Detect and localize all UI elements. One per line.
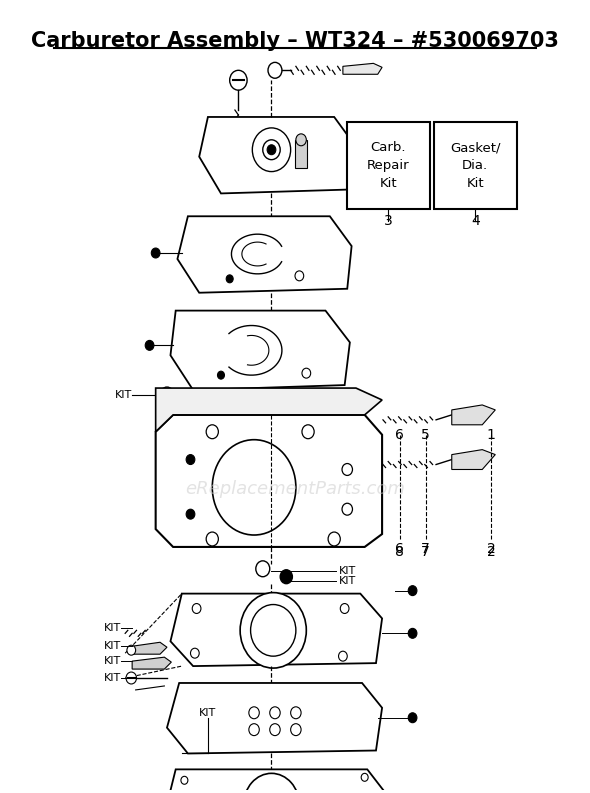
Circle shape <box>126 672 136 684</box>
Polygon shape <box>199 117 356 193</box>
Text: 3: 3 <box>384 214 392 228</box>
Polygon shape <box>171 311 350 390</box>
Circle shape <box>302 368 311 378</box>
Text: 4: 4 <box>471 214 480 228</box>
Circle shape <box>160 387 174 403</box>
Text: KIT: KIT <box>104 673 121 683</box>
Circle shape <box>268 63 282 79</box>
Text: Carb.
Repair
Kit: Carb. Repair Kit <box>367 141 409 190</box>
Circle shape <box>151 248 160 258</box>
Circle shape <box>270 724 280 736</box>
Circle shape <box>206 425 218 439</box>
Circle shape <box>291 724 301 736</box>
Text: 2: 2 <box>487 542 496 556</box>
Circle shape <box>340 603 349 614</box>
Circle shape <box>145 340 154 351</box>
Circle shape <box>240 592 306 668</box>
Circle shape <box>253 128 291 171</box>
Circle shape <box>212 439 296 535</box>
Text: Carburetor Assembly – WT324 – #530069703: Carburetor Assembly – WT324 – #530069703 <box>31 31 559 51</box>
Circle shape <box>267 145 276 155</box>
Text: KIT: KIT <box>104 656 121 666</box>
Circle shape <box>181 776 188 784</box>
Circle shape <box>408 713 417 722</box>
Text: Gasket/
Dia.
Kit: Gasket/ Dia. Kit <box>450 141 500 190</box>
Text: 7: 7 <box>421 542 430 556</box>
Circle shape <box>295 271 304 281</box>
Text: 6: 6 <box>395 542 404 556</box>
Circle shape <box>186 509 195 519</box>
Circle shape <box>191 648 199 658</box>
Text: KIT: KIT <box>104 623 121 634</box>
Bar <box>348 122 430 209</box>
Circle shape <box>328 532 340 546</box>
Ellipse shape <box>162 469 184 506</box>
Circle shape <box>206 532 218 546</box>
Circle shape <box>251 604 296 656</box>
Text: eReplacementParts.com: eReplacementParts.com <box>185 481 405 498</box>
Text: 6: 6 <box>395 427 404 442</box>
Circle shape <box>270 707 280 718</box>
Text: 8: 8 <box>395 545 404 559</box>
Circle shape <box>218 371 224 379</box>
Circle shape <box>226 275 233 283</box>
Circle shape <box>192 603 201 614</box>
Circle shape <box>244 773 299 793</box>
Circle shape <box>263 140 280 159</box>
Circle shape <box>280 570 293 584</box>
Polygon shape <box>132 657 171 669</box>
Polygon shape <box>167 683 382 753</box>
Circle shape <box>186 454 195 465</box>
Text: 7: 7 <box>421 545 430 559</box>
Circle shape <box>408 586 417 596</box>
Bar <box>295 140 307 167</box>
Polygon shape <box>452 450 495 469</box>
Text: 1: 1 <box>487 427 496 442</box>
Polygon shape <box>132 642 167 654</box>
Text: KIT: KIT <box>339 565 356 576</box>
Text: KIT: KIT <box>199 708 217 718</box>
Circle shape <box>342 464 352 476</box>
Polygon shape <box>165 769 386 793</box>
Polygon shape <box>343 63 382 75</box>
Circle shape <box>249 724 259 736</box>
Polygon shape <box>178 216 352 293</box>
Polygon shape <box>171 594 382 666</box>
Circle shape <box>339 651 348 661</box>
Circle shape <box>302 425 314 439</box>
Circle shape <box>291 707 301 718</box>
Text: KIT: KIT <box>339 576 356 586</box>
Circle shape <box>249 707 259 718</box>
Polygon shape <box>452 405 495 425</box>
Circle shape <box>230 71 247 90</box>
Bar <box>434 122 517 209</box>
Circle shape <box>127 646 136 655</box>
Circle shape <box>296 134 306 146</box>
Circle shape <box>408 628 417 638</box>
Text: KIT: KIT <box>115 390 132 400</box>
Text: KIT: KIT <box>104 642 121 651</box>
Circle shape <box>342 504 352 515</box>
Circle shape <box>361 773 368 781</box>
Text: 2: 2 <box>487 545 496 559</box>
Circle shape <box>256 561 270 577</box>
Text: 5: 5 <box>421 427 430 442</box>
Polygon shape <box>156 388 382 431</box>
Polygon shape <box>156 415 382 547</box>
